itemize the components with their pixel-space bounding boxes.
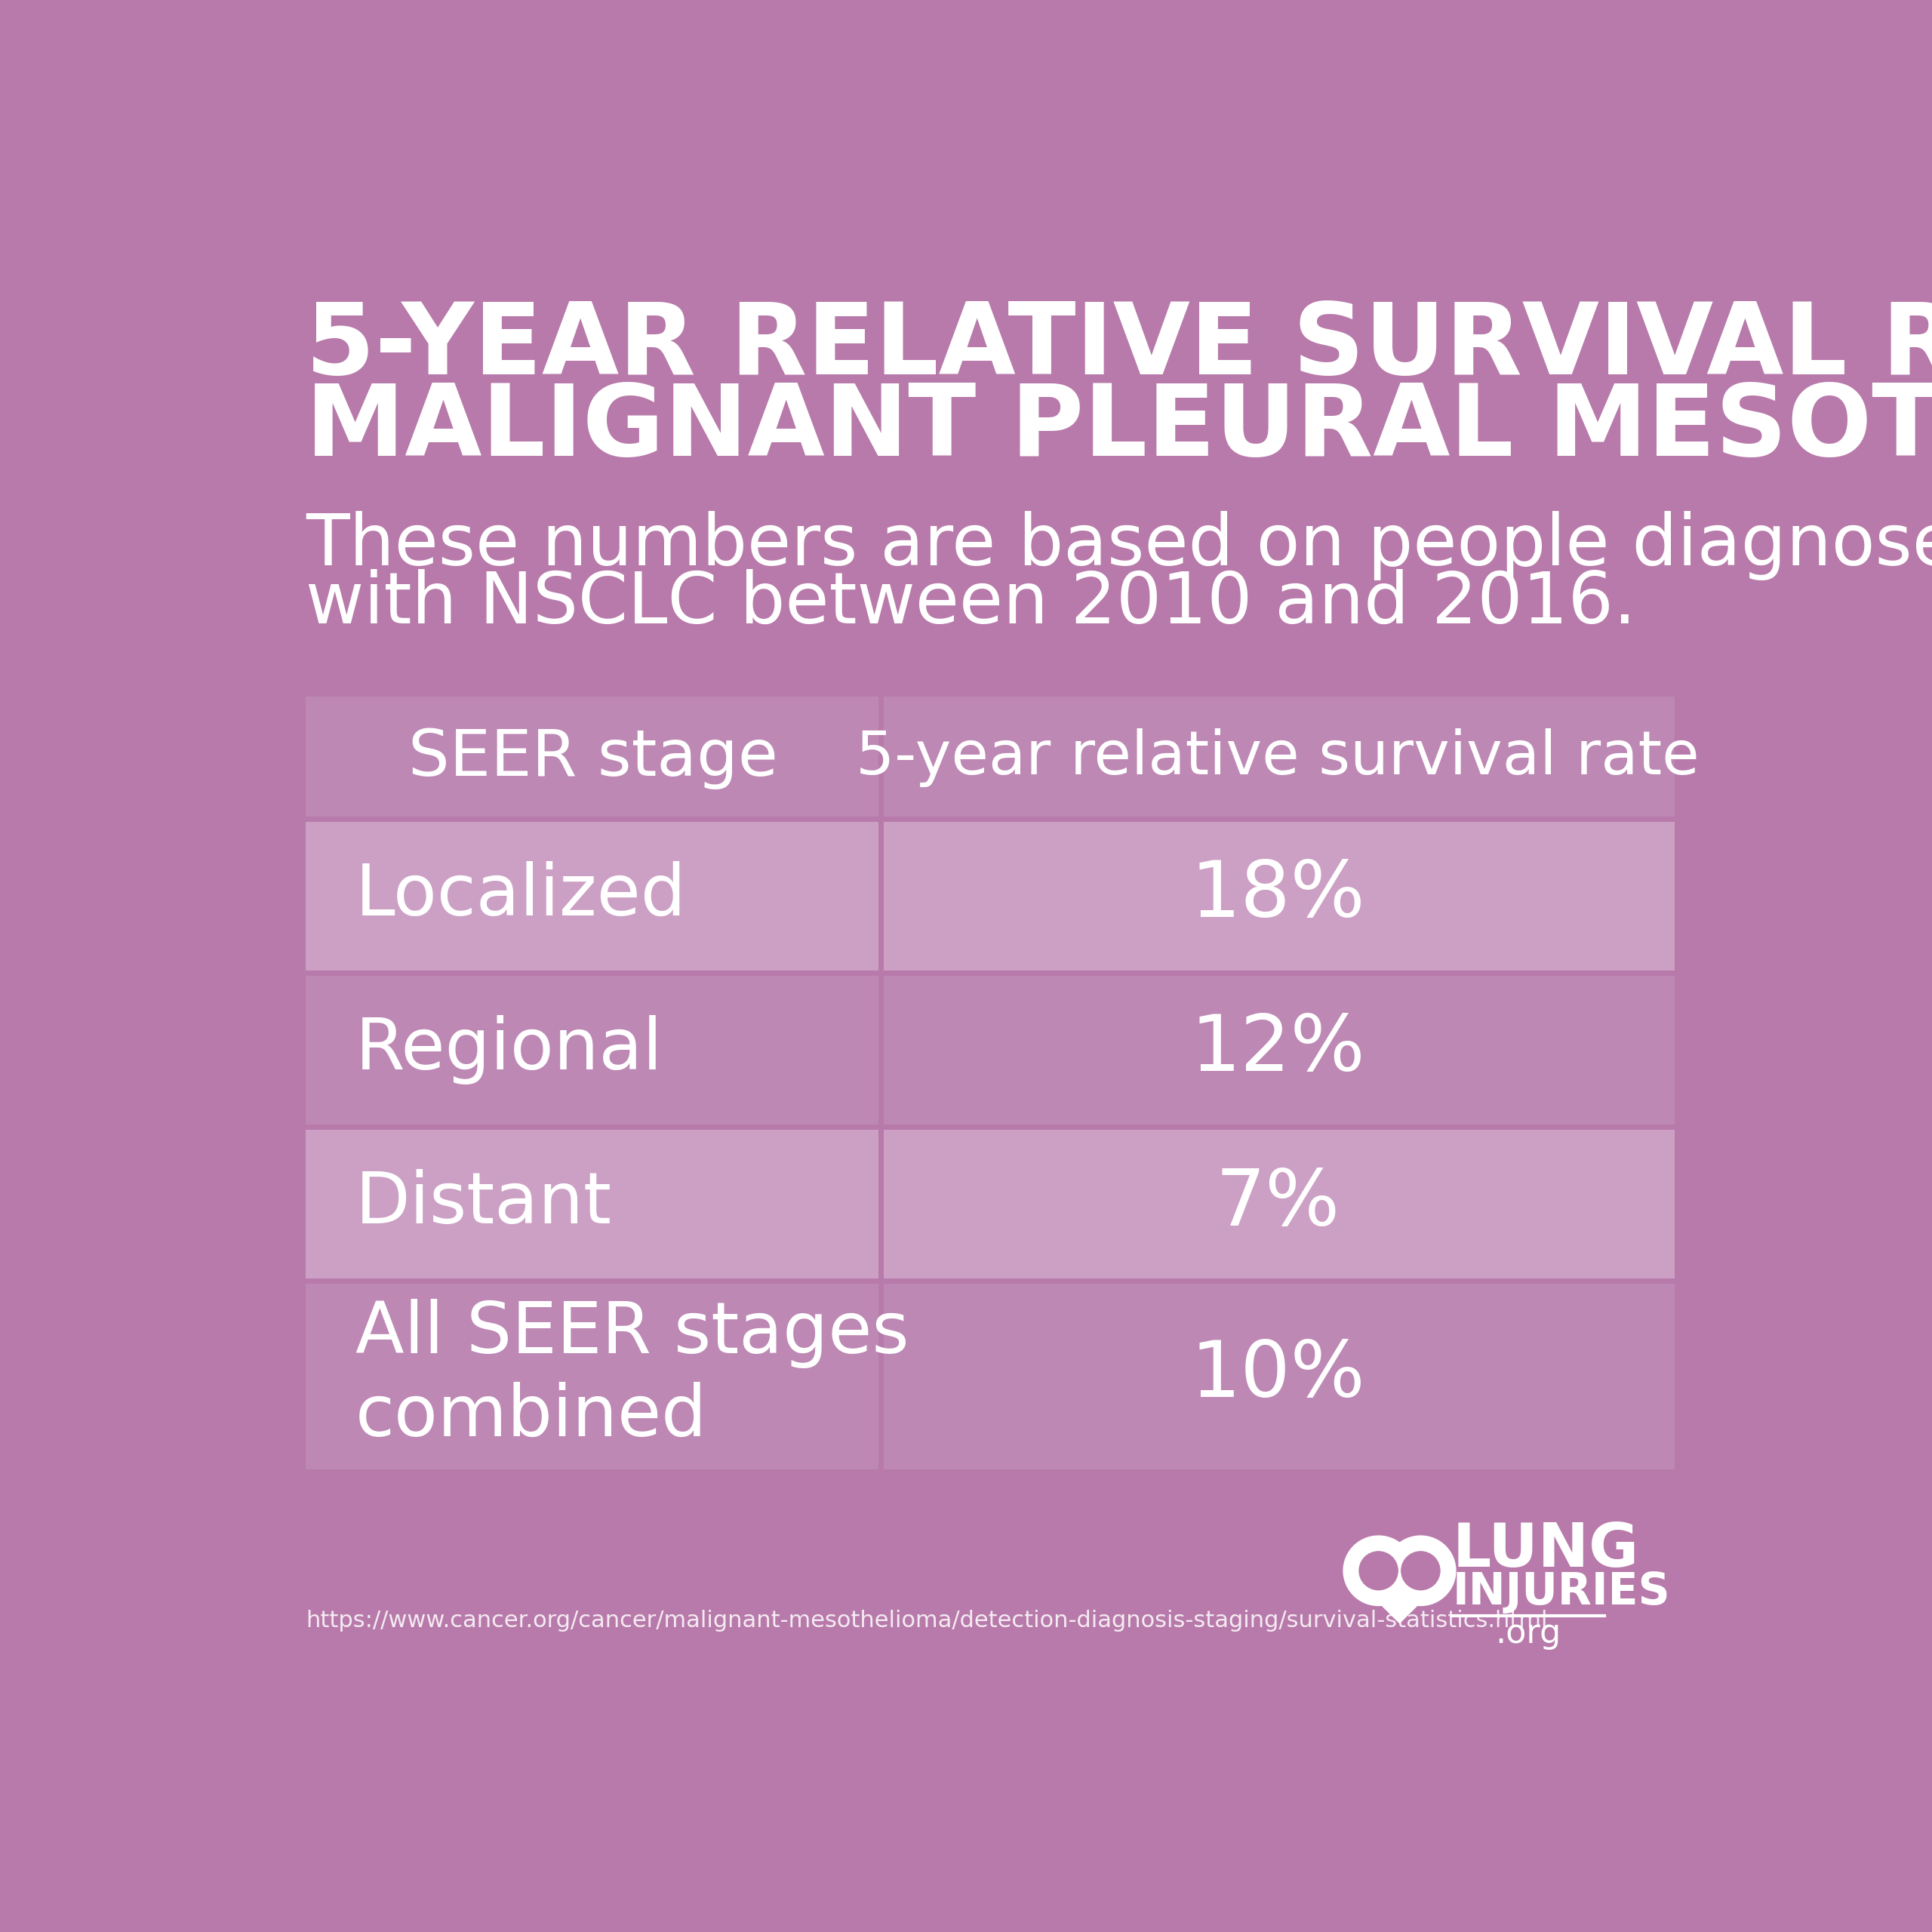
Text: 5-year relative survival rate: 5-year relative survival rate: [856, 728, 1700, 786]
Text: LUNG: LUNG: [1453, 1520, 1638, 1578]
Bar: [305, 1126, 1675, 1281]
Text: All SEER stages
combined: All SEER stages combined: [355, 1298, 910, 1451]
Text: Regional: Regional: [355, 1014, 663, 1084]
Circle shape: [1343, 1536, 1414, 1605]
Text: https://www.cancer.org/cancer/malignant-mesothelioma/detection-diagnosis-staging: https://www.cancer.org/cancer/malignant-…: [305, 1609, 1548, 1633]
Text: These numbers are based on people diagnosed: These numbers are based on people diagno…: [305, 510, 1932, 580]
Bar: [305, 697, 1675, 819]
Circle shape: [1360, 1551, 1399, 1590]
Bar: [305, 972, 1675, 1126]
Text: .org: .org: [1495, 1617, 1561, 1650]
Text: with NSCLC between 2010 and 2016.: with NSCLC between 2010 and 2016.: [305, 568, 1636, 638]
Text: INJURIES: INJURIES: [1453, 1571, 1669, 1613]
Polygon shape: [1358, 1580, 1441, 1623]
Text: 5-YEAR RELATIVE SURVIVAL RATES FOR: 5-YEAR RELATIVE SURVIVAL RATES FOR: [305, 299, 1932, 394]
Text: MALIGNANT PLEURAL MESOTHELIOMA: MALIGNANT PLEURAL MESOTHELIOMA: [305, 381, 1932, 475]
Text: SEER stage: SEER stage: [408, 726, 779, 788]
Text: Localized: Localized: [355, 862, 686, 931]
Circle shape: [1401, 1551, 1439, 1590]
Text: Distant: Distant: [355, 1169, 612, 1238]
Text: 7%: 7%: [1215, 1165, 1341, 1242]
Text: 12%: 12%: [1190, 1012, 1366, 1088]
Circle shape: [1385, 1536, 1455, 1605]
Bar: [305, 819, 1675, 972]
Text: 10%: 10%: [1190, 1337, 1366, 1414]
Text: 18%: 18%: [1190, 858, 1366, 933]
Bar: [305, 1281, 1675, 1470]
